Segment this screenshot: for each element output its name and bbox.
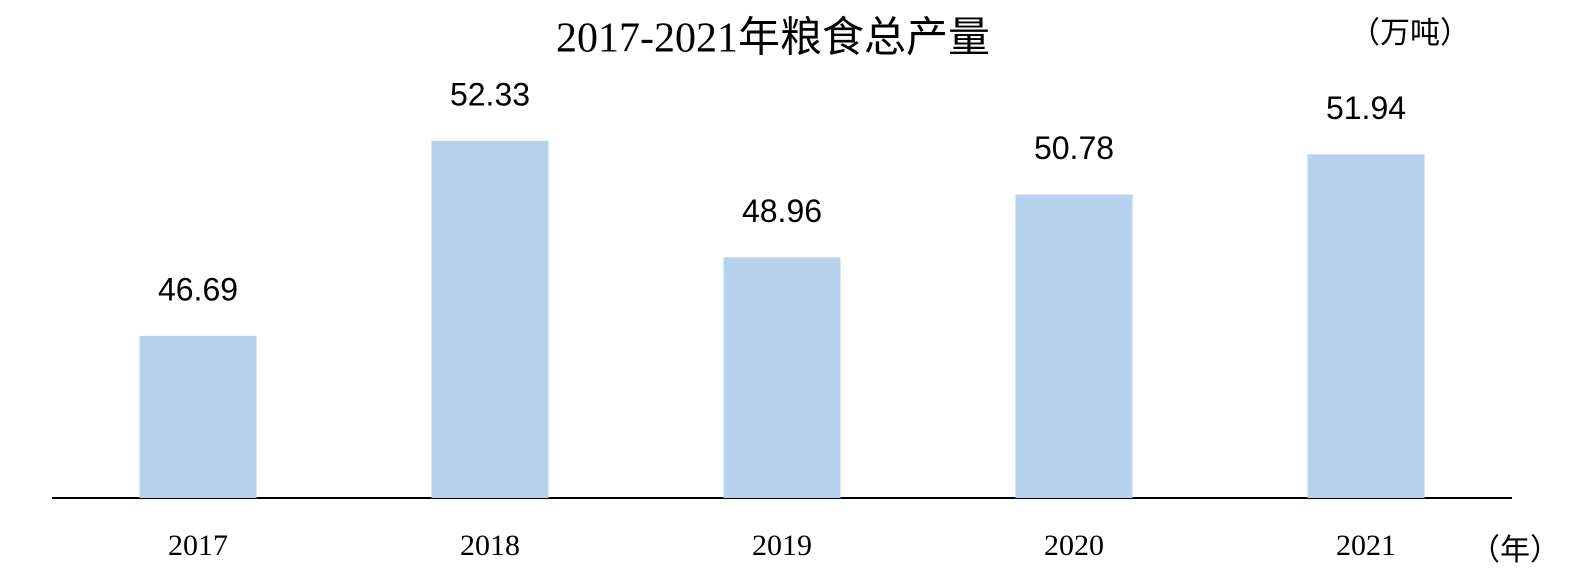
value-label: 52.33 xyxy=(450,76,530,112)
value-label: 48.96 xyxy=(742,193,822,229)
chart-title: 2017-2021年粮食总产量 xyxy=(556,15,990,62)
value-label: 50.78 xyxy=(1034,130,1114,166)
x-unit: （年） xyxy=(1470,534,1560,567)
y-unit: （万吨） xyxy=(1350,17,1470,50)
bar xyxy=(1307,154,1425,499)
x-tick-label: 2018 xyxy=(460,529,520,562)
value-label: 51.94 xyxy=(1326,90,1406,126)
value-label: 46.69 xyxy=(158,271,238,307)
x-tick-label: 2020 xyxy=(1044,529,1104,562)
x-tick-label: 2017 xyxy=(168,529,228,562)
bar xyxy=(1015,194,1133,498)
bar xyxy=(139,335,257,498)
x-tick-label: 2019 xyxy=(752,529,812,562)
x-tick-label: 2021 xyxy=(1336,529,1396,562)
bar xyxy=(431,140,549,498)
bar xyxy=(723,257,841,498)
